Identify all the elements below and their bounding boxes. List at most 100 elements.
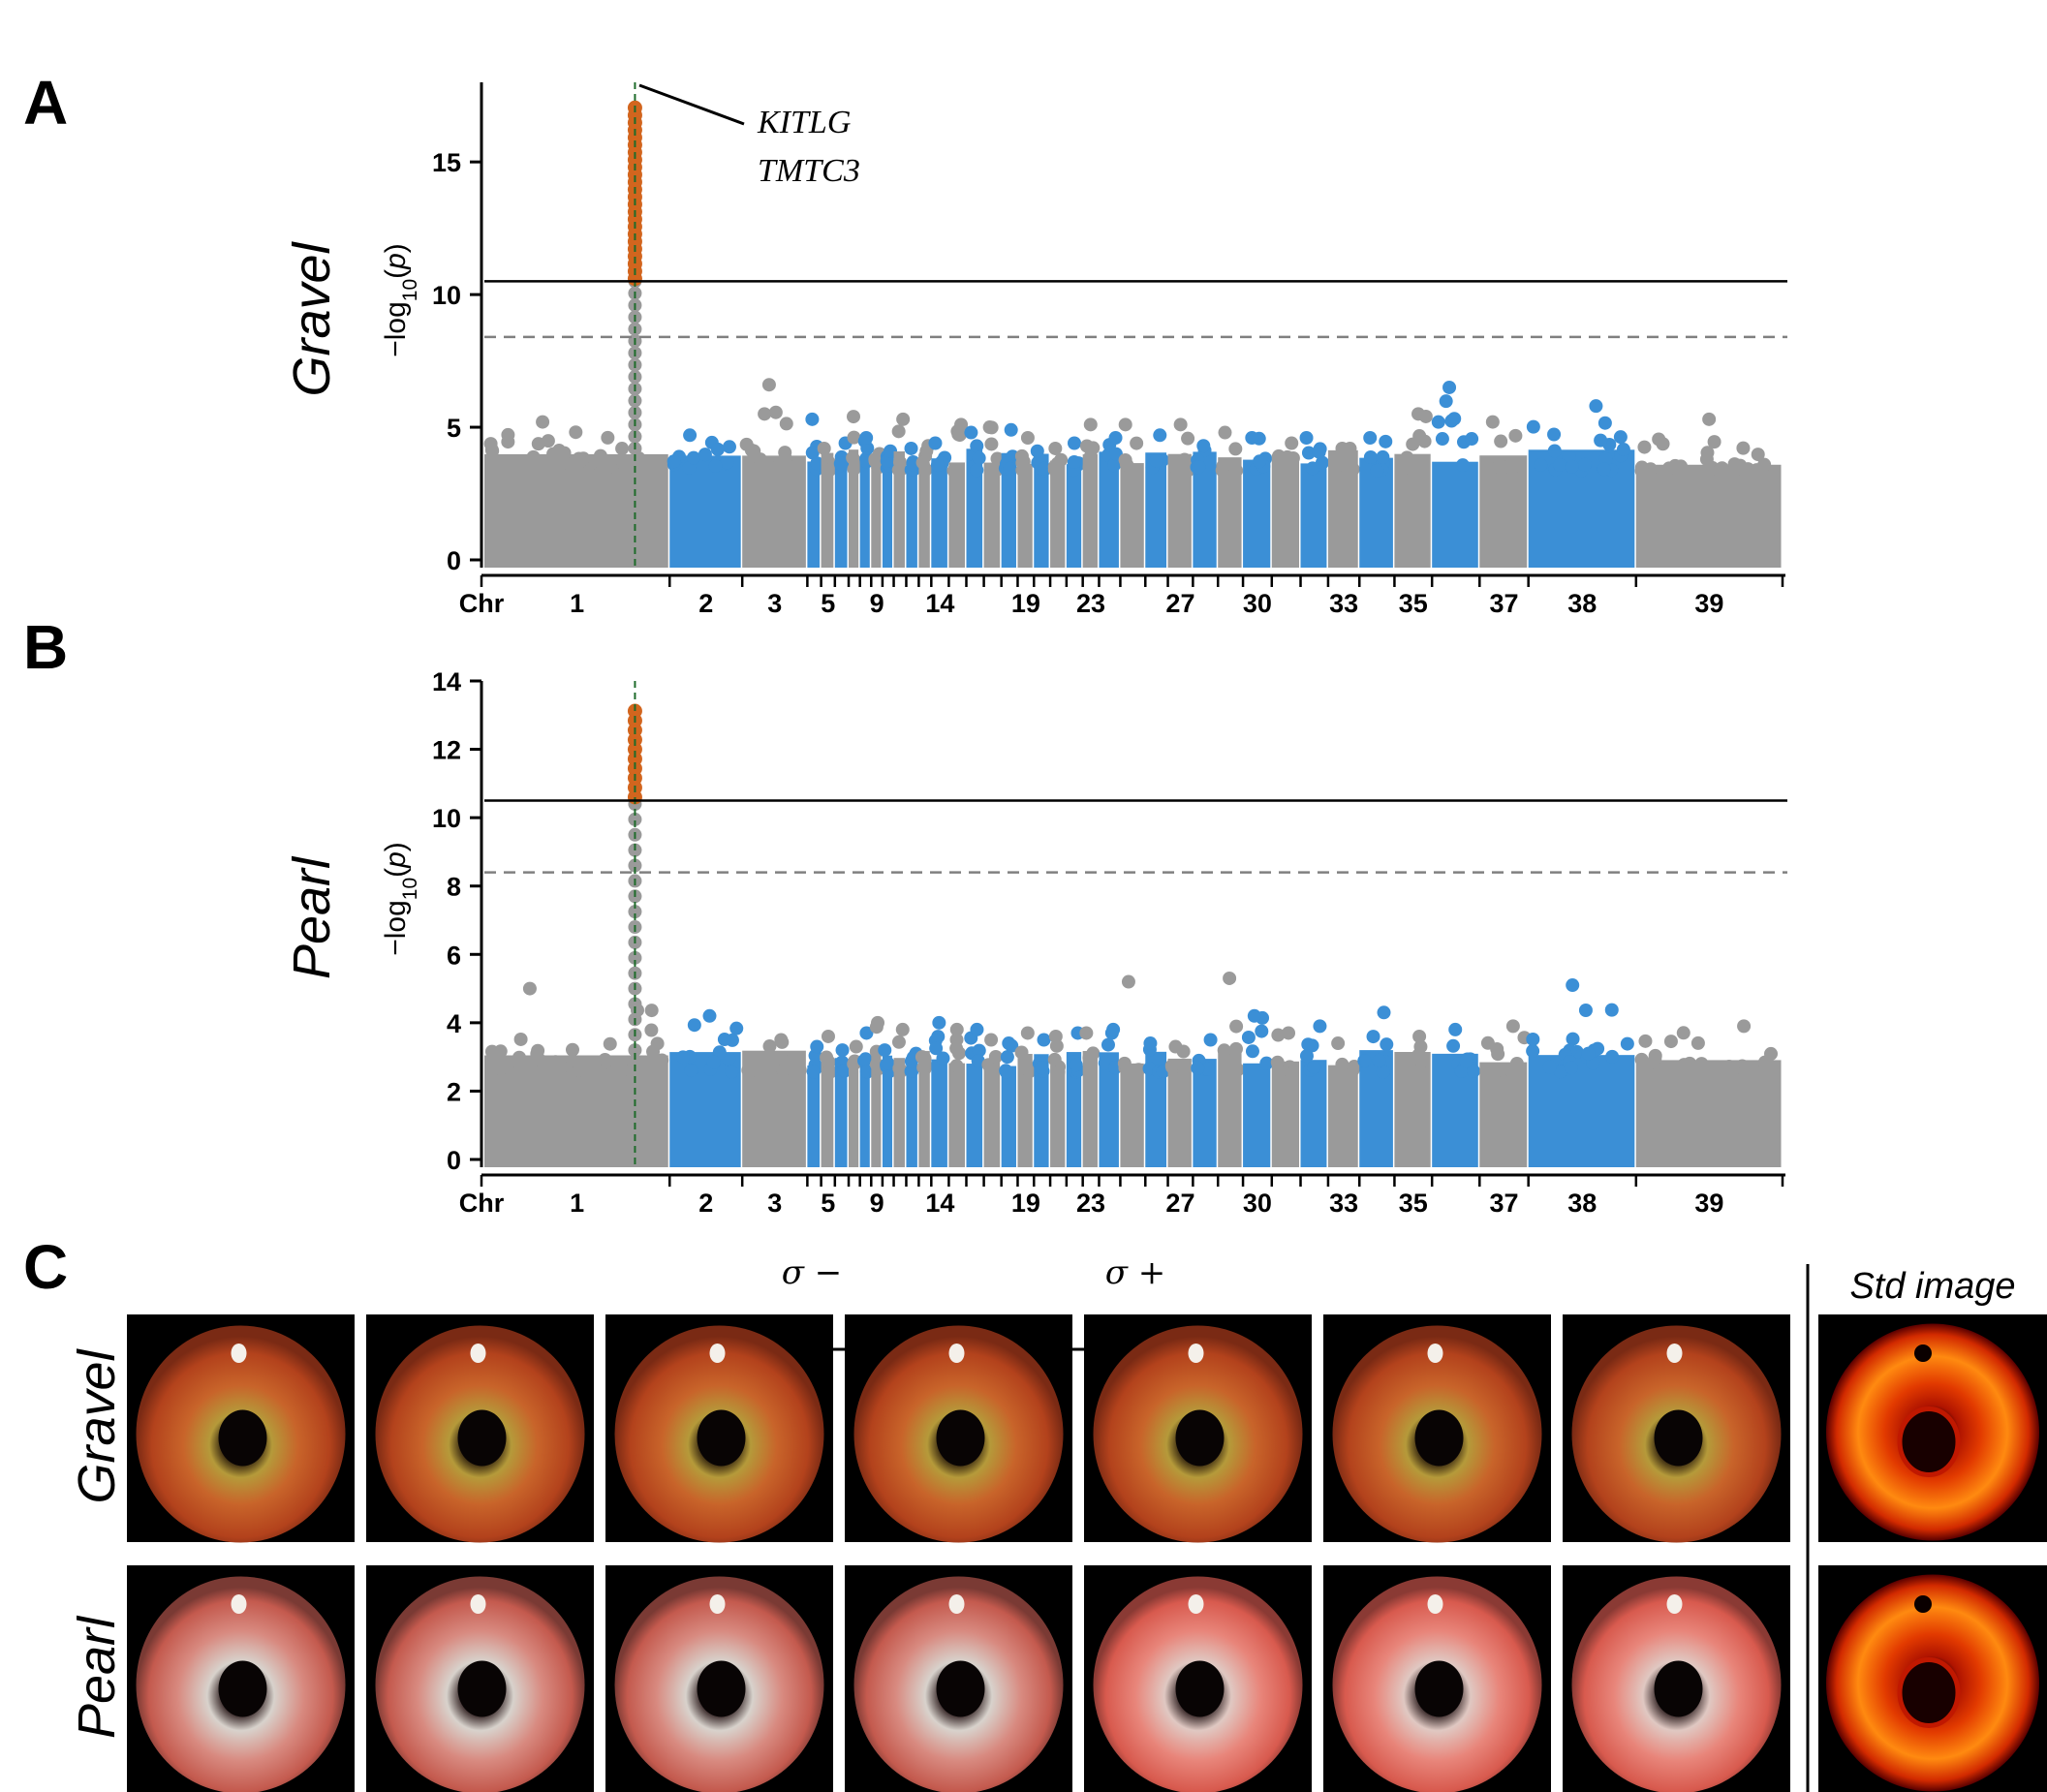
snp-point [1130, 436, 1144, 450]
snp-point [569, 425, 583, 440]
snp-point [1307, 1060, 1321, 1074]
chromosome-label-30: 30 [1243, 589, 1272, 618]
snp-point [1357, 1054, 1372, 1068]
snp-point-top [817, 441, 831, 455]
chromosome-block-24 [1099, 451, 1119, 568]
snp-point [891, 1035, 906, 1049]
snp-point [1411, 1065, 1426, 1079]
snp-point-top [1048, 441, 1063, 455]
chromosome-block-33 [1327, 1065, 1358, 1167]
snp-point [1597, 462, 1611, 477]
chromosome-block-22 [1066, 1052, 1082, 1167]
snp-point [1750, 463, 1764, 478]
snp-point [847, 430, 861, 445]
snp-point [905, 1064, 919, 1078]
chromosome-label-9: 9 [870, 1189, 884, 1218]
chromosome-block-25 [1120, 463, 1144, 568]
snp-point-top [1313, 1019, 1327, 1034]
snp-point-top [915, 1050, 929, 1065]
snp-point [1255, 1024, 1269, 1038]
snp-point-top [1153, 428, 1167, 443]
chromosome-label-3: 3 [767, 589, 782, 618]
eye-image-gravel-7 [1563, 1314, 1790, 1543]
snp-point-top [859, 431, 874, 446]
snp-point [1083, 1061, 1098, 1075]
snp-point-top [1203, 1033, 1218, 1047]
eye-image-pearl-5 [1084, 1565, 1312, 1792]
chromosome-block-23 [1082, 454, 1098, 568]
snp-point-top [810, 1039, 824, 1054]
eye-image-pearl-2 [366, 1565, 594, 1792]
chromosome-label-5: 5 [821, 589, 835, 618]
chromosome-block-18 [1001, 1066, 1016, 1167]
snp-point [1598, 451, 1613, 466]
snp-point [1597, 416, 1612, 430]
snp-point [722, 440, 736, 454]
chromosome-block-8 [859, 1062, 870, 1167]
snp-point-top [1412, 1029, 1427, 1043]
chromosome-block-11 [893, 451, 905, 568]
snp-point [778, 451, 792, 466]
snp-point [1491, 1047, 1505, 1062]
y-tick-label: 0 [447, 546, 461, 575]
chromosome-label-35: 35 [1399, 1189, 1428, 1218]
snp-point [781, 1055, 795, 1069]
snp-point [708, 459, 723, 474]
snp-point-top [522, 981, 537, 996]
snp-point-top [1245, 431, 1259, 446]
snp-point [999, 1065, 1013, 1079]
snp-point [1465, 432, 1479, 447]
eye-image-pearl-1 [127, 1565, 355, 1792]
snp-point [1661, 461, 1676, 476]
chromosome-block-39 [1635, 464, 1782, 568]
snp-point [1683, 1056, 1697, 1070]
chromosome-label-23: 23 [1076, 589, 1105, 618]
snp-point-top [949, 1022, 964, 1036]
snp-point-top [1448, 1022, 1463, 1036]
snp-point-top [1589, 399, 1603, 414]
eye-image-gravel-1 [127, 1314, 355, 1543]
std-image-pearl [1818, 1565, 2047, 1792]
snp-point-top [849, 1039, 863, 1054]
snp-point [1270, 1055, 1285, 1069]
snp-point [833, 456, 848, 471]
snp-point [706, 1055, 721, 1069]
snp-point [859, 1065, 874, 1079]
snp-point [1192, 460, 1206, 475]
snp-point [918, 462, 933, 477]
row-label-pearl: Pearl [283, 855, 341, 979]
snp-point [1229, 463, 1244, 478]
snp-point-top [904, 441, 918, 455]
snp-point [1564, 1061, 1578, 1075]
snp-point [1272, 448, 1287, 463]
chromosome-label-2: 2 [698, 1189, 713, 1218]
snp-point [555, 456, 570, 471]
chromosome-block-28 [1193, 1059, 1217, 1167]
snp-point [1454, 1064, 1469, 1078]
chromosome-block-14 [931, 458, 947, 568]
snp-point [972, 1043, 986, 1058]
snp-point [1301, 446, 1316, 460]
chromosome-label-19: 19 [1011, 589, 1040, 618]
snp-point [686, 450, 700, 465]
snp-point [1712, 463, 1726, 478]
snp-point [984, 437, 999, 451]
snp-point-top [1485, 415, 1500, 429]
eye-image-pearl-7 [1563, 1565, 1790, 1792]
snp-point [601, 430, 615, 445]
snp-point-top [859, 1026, 874, 1040]
snp-point [646, 1044, 661, 1059]
y-tick-label: 2 [447, 1077, 461, 1106]
snp-point [988, 1050, 1003, 1065]
chromosome-block-26 [1145, 1051, 1167, 1167]
snp-point [598, 1052, 612, 1066]
snp-point [971, 1054, 985, 1068]
snp-point [614, 1055, 629, 1069]
snp-point [554, 1060, 569, 1074]
chromosome-block-21 [1050, 1065, 1066, 1167]
peak-point [628, 997, 642, 1011]
snp-point [572, 1063, 586, 1077]
chromosome-label-38: 38 [1567, 589, 1597, 618]
snp-point [1299, 1049, 1314, 1064]
